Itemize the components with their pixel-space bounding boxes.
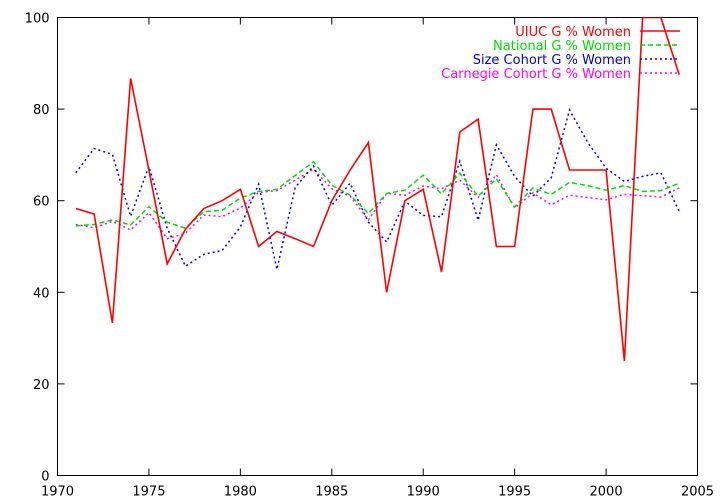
series-lines (75, 17, 680, 362)
plot-frame (57, 17, 698, 476)
series-line-carnegie-cohort-g-women (75, 168, 680, 240)
y-tick-label: 60 (33, 195, 50, 210)
y-tick-label: 20 (33, 378, 50, 393)
legend-label: Carnegie Cohort G % Women (441, 67, 631, 82)
legend-label: UIUC G % Women (515, 25, 631, 40)
y-tick-label: 40 (33, 286, 50, 301)
x-tick-label: 1985 (315, 485, 348, 500)
x-tick-label: 1970 (41, 485, 74, 500)
series-line-size-cohort-g-women (75, 108, 680, 270)
y-tick-label: 0 (41, 470, 49, 485)
y-tick-label: 100 (25, 12, 50, 27)
series-line-national-g-women (75, 160, 680, 230)
x-tick-label: 2005 (681, 485, 714, 500)
y-tick-label: 80 (33, 103, 50, 118)
x-tick-label: 1995 (498, 485, 531, 500)
axis-ticks: 1970 1975 1980 1985 1990 1995 2000 2005 0 20 40 60 8… (25, 12, 714, 500)
legend-label: National G % Women (493, 39, 631, 54)
series-line-uiuc-g-women (75, 17, 680, 362)
x-tick-label: 1990 (407, 485, 440, 500)
x-tick-label: 1975 (132, 485, 165, 500)
legend-label: Size Cohort G % Women (473, 53, 631, 68)
x-tick-label: 1980 (224, 485, 257, 500)
x-tick-label: 2000 (590, 485, 623, 500)
